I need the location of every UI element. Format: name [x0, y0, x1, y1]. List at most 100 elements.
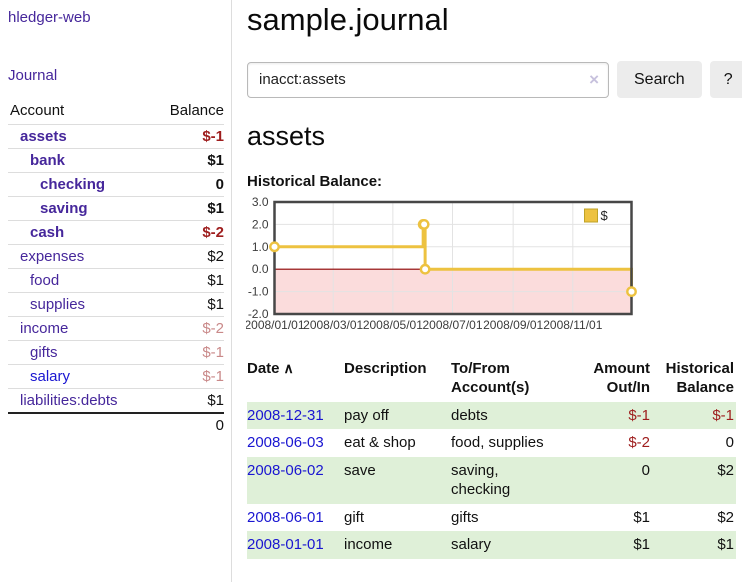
svg-text:-1.0: -1.0 [248, 285, 269, 299]
amount-column-header: Amount Out/In [593, 360, 650, 396]
transaction-date-link[interactable]: 2008-06-03 [247, 434, 324, 451]
account-row: cash $-2 [8, 220, 224, 245]
svg-text:2008/07/01: 2008/07/01 [422, 318, 482, 332]
transaction-description: income [344, 536, 393, 553]
description-column-header: Description [344, 360, 427, 377]
account-row: food $1 [8, 268, 224, 293]
search-button[interactable]: Search [617, 61, 702, 98]
account-balance: 0 [152, 172, 224, 197]
account-balance: $1 [152, 388, 224, 413]
register-row: 2008-06-03 eat & shop food, supplies $-2 0 [247, 429, 736, 457]
account-link[interactable]: salary [30, 368, 71, 385]
accounts-table-body: assets $-1 bank $1 checking 0 saving $1 cash $-2 e… [8, 124, 224, 413]
accounts-column-header: To/From Account(s) [451, 360, 530, 396]
register-row: 2008-06-01 gift gifts $1 $2 [247, 504, 736, 532]
account-link[interactable]: cash [30, 224, 65, 241]
account-balance: $-2 [152, 316, 224, 341]
svg-text:2008/05/01: 2008/05/01 [363, 318, 423, 332]
account-balance: $1 [152, 196, 224, 221]
account-balance: $-1 [152, 364, 224, 389]
search-form: × Search ? [247, 61, 742, 98]
sidebar: hledger-web Journal Account Balance asse… [0, 0, 232, 582]
account-row: checking 0 [8, 172, 224, 197]
svg-text:-2.0: -2.0 [248, 307, 269, 321]
account-link[interactable]: bank [30, 152, 66, 169]
register-row: 2008-06-02 save saving, checking 0 $2 [247, 456, 736, 504]
balance-column-header-register: Historical Balance [665, 360, 734, 396]
register-table-body: 2008-12-31 pay off debts $-1 $-1 2008-06-03 ea… [247, 401, 736, 559]
transaction-accounts: debts [451, 406, 488, 424]
transaction-date-link[interactable]: 2008-06-02 [247, 461, 324, 479]
search-box: × [247, 61, 609, 98]
transaction-accounts: saving, checking [451, 461, 511, 499]
account-link[interactable]: income [20, 320, 69, 337]
account-balance: $1 [152, 148, 224, 173]
account-link[interactable]: supplies [30, 296, 86, 313]
account-link[interactable]: checking [40, 176, 106, 193]
account-link[interactable]: expenses [20, 248, 85, 265]
account-row: income $-2 [8, 316, 224, 341]
help-button[interactable]: ? [709, 61, 742, 98]
transaction-date-link[interactable]: 2008-12-31 [247, 406, 324, 424]
accounts-table-header: Account Balance [8, 99, 224, 125]
account-link[interactable]: food [30, 272, 60, 289]
svg-text:2008/03/01: 2008/03/01 [303, 318, 363, 332]
svg-text:2008/01/01: 2008/01/01 [246, 318, 305, 332]
sort-asc-icon: ∧ [283, 360, 294, 376]
transaction-amount: $1 [633, 508, 650, 526]
transaction-description: eat & shop [344, 434, 416, 451]
transaction-balance: $1 [717, 536, 734, 553]
transaction-amount: 0 [641, 461, 650, 479]
transaction-accounts: gifts [451, 508, 479, 526]
account-heading: assets [247, 121, 326, 151]
account-row: saving $1 [8, 196, 224, 221]
transaction-amount: $-2 [628, 434, 650, 451]
account-balance: $-1 [152, 340, 224, 365]
transaction-description: save [344, 461, 376, 479]
main-content: sample.journal × Search ? assets Histori… [232, 0, 742, 582]
account-row: salary $-1 [8, 364, 224, 389]
chart-title: Historical Balance: [247, 173, 383, 190]
account-row: assets $-1 [8, 124, 224, 149]
register-table: Date ∧ Description To/From Account(s) Amo… [247, 357, 736, 559]
account-row: bank $1 [8, 148, 224, 173]
transaction-date-link[interactable]: 2008-01-01 [247, 536, 324, 553]
historical-balance-chart: $3.0 2.0 1.0 0.0 -1.0 -2.0 2008/01/01 2008/03/0… [244, 195, 742, 341]
svg-text:2.0: 2.0 [252, 217, 269, 231]
account-link[interactable]: gifts [30, 344, 58, 361]
transaction-accounts: food, supplies [451, 434, 544, 451]
account-row: supplies $1 [8, 292, 224, 317]
account-link[interactable]: assets [20, 128, 67, 145]
transaction-balance: $-1 [712, 406, 734, 424]
clear-search-icon[interactable]: × [589, 69, 599, 89]
account-row: gifts $-1 [8, 340, 224, 365]
transaction-description: pay off [344, 406, 389, 424]
account-link[interactable]: saving [40, 200, 88, 217]
register-row: 2008-01-01 income salary $1 $1 [247, 531, 736, 559]
transaction-amount: $1 [633, 536, 650, 553]
svg-text:2008/11/01: 2008/11/01 [543, 318, 602, 332]
account-balance: $2 [152, 244, 224, 269]
balance-column-header: Balance [169, 102, 224, 119]
transaction-accounts: salary [451, 536, 492, 553]
app-title-link[interactable]: hledger-web [8, 9, 91, 26]
svg-text:2008/09/01: 2008/09/01 [483, 318, 543, 332]
date-column-header[interactable]: Date ∧ [247, 360, 294, 377]
account-column-header: Account [10, 102, 65, 119]
register-header-row: Date ∧ Description To/From Account(s) Amo… [247, 357, 736, 402]
accounts-total-row: 0 [8, 412, 224, 437]
search-input[interactable] [247, 61, 609, 98]
accounts-total-value: 0 [152, 412, 224, 437]
account-link[interactable]: liabilities:debts [20, 392, 118, 409]
sidebar-item-journal[interactable]: Journal [8, 67, 58, 84]
account-balance: $1 [152, 292, 224, 317]
transaction-balance: $2 [717, 461, 734, 479]
svg-text:0.0: 0.0 [252, 262, 269, 276]
page-title: sample.journal [247, 2, 449, 37]
transaction-date-link[interactable]: 2008-06-01 [247, 508, 324, 526]
svg-text:3.0: 3.0 [252, 197, 269, 209]
account-balance: $-1 [152, 124, 224, 149]
svg-text:$: $ [601, 208, 609, 223]
transaction-balance: $2 [717, 508, 734, 526]
